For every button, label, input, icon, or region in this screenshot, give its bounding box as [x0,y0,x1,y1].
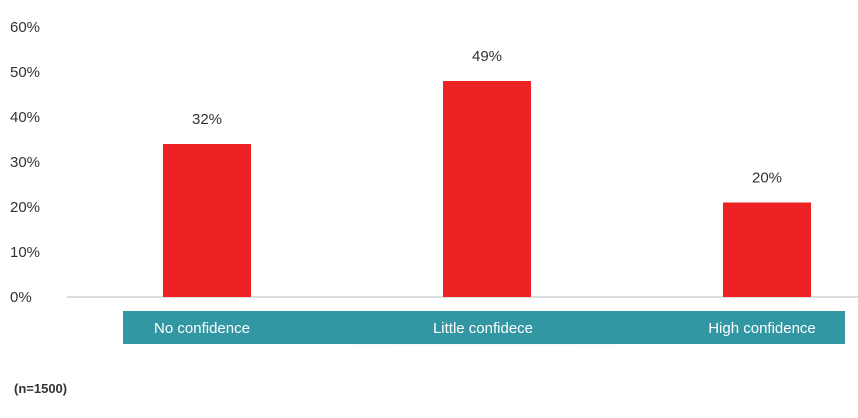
y-axis: 0% 10% 20% 30% 40% 50% 60% [10,19,40,306]
bar [723,202,811,297]
category-band [123,311,845,344]
y-tick-label: 40% [10,109,40,126]
bar [443,81,531,297]
category-label: Little confidece [433,320,533,337]
y-tick-label: 60% [10,19,40,36]
data-label: 49% [472,48,502,65]
y-tick-label: 20% [10,199,40,216]
data-label: 32% [192,111,222,128]
category-label: High confidence [708,320,816,337]
data-label: 20% [752,170,782,187]
sample-size-note: (n=1500) [14,381,68,396]
y-tick-label: 50% [10,64,40,81]
data-labels: 32% 49% 20% [192,48,782,187]
bar-series [163,81,811,297]
bar [163,144,251,297]
y-tick-label: 0% [10,289,32,306]
y-tick-label: 10% [10,244,40,261]
category-label: No confidence [154,320,250,337]
category-labels: No confidence Little confidece High confid… [154,320,816,337]
y-tick-label: 30% [10,154,40,171]
